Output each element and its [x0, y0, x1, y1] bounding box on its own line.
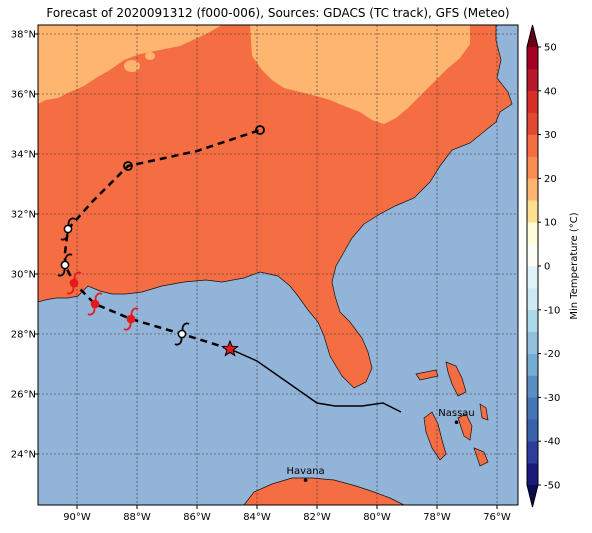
city-label: Nassau — [438, 408, 475, 419]
x-tick-label: 88°W — [123, 512, 151, 523]
colorbar-band — [527, 309, 538, 332]
colorbar-tick-label: 10 — [544, 218, 557, 229]
colorbar-extend-min — [527, 485, 538, 507]
colorbar-band — [527, 68, 538, 92]
land-bahamas-grand — [416, 370, 438, 380]
colorbar-tick-label: -10 — [544, 305, 560, 316]
coastline — [243, 477, 405, 505]
colorbar-band — [527, 200, 538, 223]
colorbar-band — [527, 463, 538, 486]
land-cool-region-northwest — [38, 25, 222, 104]
colorbar-tick-label: 30 — [544, 130, 557, 141]
x-tick-label: 80°W — [363, 512, 391, 523]
storm-track — [57, 125, 402, 413]
coastline — [457, 413, 473, 441]
land-bahamas-exuma — [474, 448, 488, 466]
colorbar-band — [527, 287, 538, 311]
current-position-star-icon — [221, 339, 239, 357]
coastline — [38, 25, 513, 389]
colorbar-label: Min Temperature (°C) — [569, 212, 580, 319]
colorbar-band — [527, 112, 538, 135]
coastline — [479, 403, 489, 421]
city-label: Havana — [287, 466, 325, 477]
colorbar-tick-label: -40 — [544, 437, 560, 448]
land-cool-patch — [124, 60, 140, 72]
storm-symbol-icon — [123, 307, 139, 331]
y-tick-label: 28°N — [11, 330, 36, 341]
cities: Nassau Havana — [287, 408, 475, 482]
colorbar-tick-label: 20 — [544, 174, 557, 185]
colorbar-band — [527, 441, 538, 464]
colorbar-band — [527, 353, 538, 376]
colorbar-band — [527, 244, 538, 267]
y-tick-label: 26°N — [11, 390, 36, 401]
map-frame — [37, 24, 519, 506]
map-title: Forecast of 2020091312 (f000-006), Sourc… — [46, 6, 510, 20]
land-cool-region-appalachians — [250, 25, 470, 124]
colorbar-band — [527, 266, 538, 289]
colorbar-tick-label: -20 — [544, 349, 560, 360]
colorbar-band — [527, 222, 538, 245]
land-bahamas-andros — [424, 412, 446, 460]
x-tick-label: 86°W — [183, 512, 211, 523]
track-point-circle — [123, 161, 133, 171]
colorbar-band — [527, 156, 538, 179]
colorbar-band — [527, 47, 538, 70]
colorbar-tick-label: -50 — [544, 481, 560, 492]
x-tick-label: 78°W — [423, 512, 451, 523]
storm-symbol-icon — [57, 253, 73, 277]
city-marker — [454, 420, 459, 425]
colorbar: -50 -40 -30 -20 -10 0 10 20 30 40 50 Min Temperatur… — [526, 24, 580, 508]
colorbar-tick-label: -30 — [544, 393, 560, 404]
colorbar-band — [527, 375, 538, 398]
colorbar-band — [527, 331, 538, 354]
track-point-circle — [255, 125, 265, 135]
coastline — [473, 447, 489, 467]
colorbar-band — [527, 419, 538, 442]
storm-symbol-icon — [174, 322, 190, 346]
x-tick-label: 82°W — [303, 512, 331, 523]
y-tick-label: 34°N — [11, 150, 36, 161]
past-track-line — [229, 348, 402, 413]
x-tick-label: 84°W — [243, 512, 271, 523]
y-tick-label: 36°N — [11, 90, 36, 101]
colorbar-band — [527, 397, 538, 420]
storm-symbol-icon — [66, 271, 82, 295]
land-cuba — [244, 478, 404, 505]
axis-ticks: 90°W 88°W 86°W 84°W 82°W 80°W 78°W 76°W 24°N 26°N… — [11, 30, 511, 524]
coastline — [415, 369, 439, 381]
colorbar-band — [527, 90, 538, 113]
map-area — [38, 25, 518, 505]
y-tick-label: 30°N — [11, 270, 36, 281]
y-tick-label: 24°N — [11, 450, 36, 461]
city-marker — [303, 478, 308, 482]
y-tick-label: 32°N — [11, 210, 36, 221]
colorbar-band — [527, 134, 538, 157]
storm-symbol-icon — [60, 217, 76, 241]
land-bahamas-abaco — [446, 362, 466, 396]
x-tick-label: 90°W — [63, 512, 91, 523]
storm-symbol-icon — [87, 292, 103, 316]
colorbar-band — [527, 178, 538, 201]
colorbar-tick-label: 40 — [544, 86, 557, 97]
x-tick-label: 76°W — [483, 512, 511, 523]
gridlines — [38, 25, 518, 505]
y-tick-label: 38°N — [11, 30, 36, 41]
land-bahamas-eleuthera — [458, 414, 472, 440]
colorbar-tick-label: 50 — [544, 43, 557, 54]
land-cool-patch — [145, 52, 155, 60]
colorbar-extend-max — [527, 25, 538, 47]
colorbar-tick-label: 0 — [544, 262, 550, 273]
